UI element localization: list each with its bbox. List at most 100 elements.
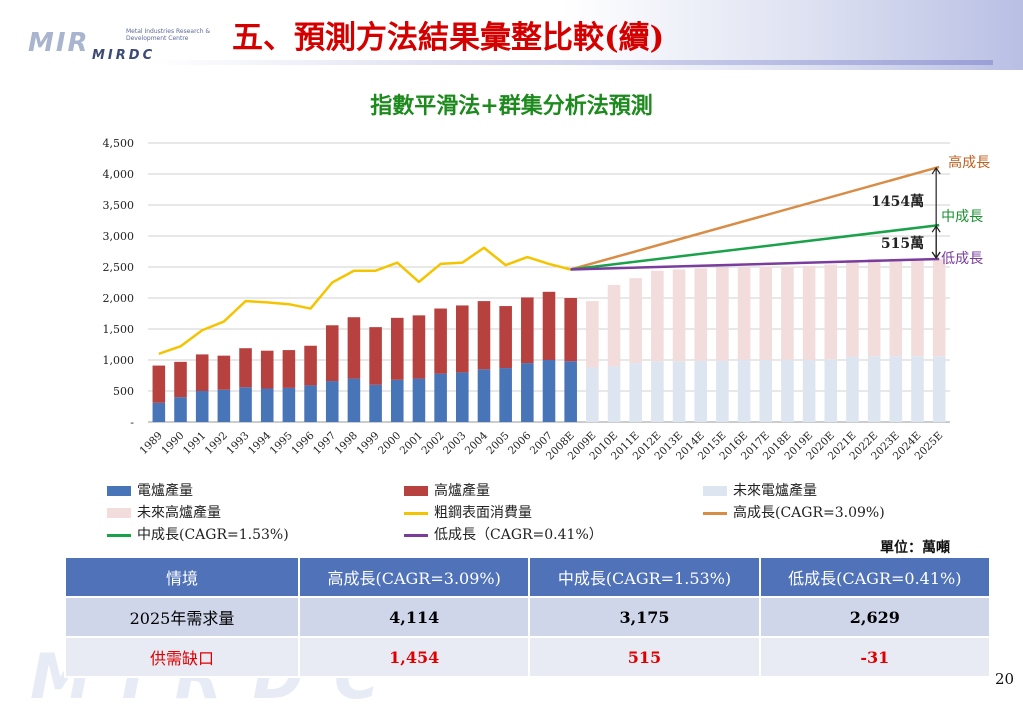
table-cell: 2025年需求量	[64, 596, 300, 638]
bar-未來高爐產量	[737, 267, 751, 360]
bar-未來電爐產量	[651, 361, 664, 422]
x-tick-label: 2000	[376, 430, 403, 457]
bar-未來高爐產量	[716, 267, 729, 361]
bar-電爐產量	[390, 379, 404, 422]
chart-title: 指數平滑法+群集分析法預測	[370, 93, 653, 119]
bar-未來電爐產量	[846, 356, 859, 422]
legend-swatch	[107, 508, 131, 518]
legend-item: 未來電爐產量	[703, 480, 817, 500]
x-tick-label: 1992	[203, 430, 230, 457]
table-row: 供需缺口 1,454 515 -31	[64, 636, 992, 678]
x-tick-label: 1993	[224, 430, 251, 457]
x-tick-label: 1996	[289, 429, 317, 457]
gap-arrowhead	[931, 166, 941, 175]
x-tick-label: 1991	[181, 430, 208, 457]
table-row: 2025年需求量 4,114 3,175 2,629	[64, 596, 992, 638]
legend-swatch	[107, 533, 131, 537]
table-cell: 供需缺口	[64, 636, 300, 678]
legend-item: 高爐產量	[404, 480, 490, 500]
legend-label: 未來高爐產量	[137, 505, 221, 521]
bar-未來電爐產量	[911, 356, 924, 422]
bar-未來高爐產量	[867, 258, 881, 357]
legend-label: 中成長(CAGR=1.53%)	[137, 527, 289, 543]
y-tick-label: 2,000	[103, 292, 135, 305]
table-cell: -31	[758, 636, 992, 678]
bar-電爐產量	[282, 387, 296, 422]
bar-電爐產量	[217, 389, 231, 422]
legend-item: 電爐產量	[107, 480, 193, 500]
legend-label: 高成長(CAGR=3.09%)	[733, 505, 885, 521]
bar-電爐產量	[195, 391, 209, 422]
bar-未來電爐產量	[824, 359, 838, 422]
bar-高爐產量	[412, 315, 426, 379]
bar-未來電爐產量	[781, 360, 794, 422]
bar-未來電爐產量	[672, 361, 686, 422]
bar-電爐產量	[434, 373, 447, 422]
legend-swatch	[107, 486, 131, 496]
gap-label-high: 1454萬	[871, 193, 924, 210]
legend-swatch	[404, 486, 428, 496]
bar-未來電爐產量	[607, 366, 621, 422]
y-tick-label: 1,500	[103, 323, 135, 336]
bar-未來高爐產量	[911, 258, 924, 357]
bar-高爐產量	[521, 297, 534, 364]
bar-未來電爐產量	[889, 356, 903, 422]
bar-高爐產量	[152, 365, 166, 403]
gap-arrowhead	[931, 225, 941, 233]
bar-高爐產量	[434, 308, 447, 374]
x-tick-label: 1990	[159, 430, 186, 457]
mirdc-logo: MIR Metal Industries Research & Developm…	[14, 20, 224, 65]
bar-電爐產量	[412, 378, 426, 422]
table-cell: 3,175	[528, 596, 761, 638]
bar-電爐產量	[174, 397, 187, 422]
bar-電爐產量	[239, 387, 252, 422]
comparison-table: 情境 高成長(CAGR=3.09%) 中成長(CAGR=1.53%) 低成長(C…	[64, 556, 992, 678]
legend-label: 粗鋼表面消費量	[434, 505, 532, 521]
bar-電爐產量	[325, 381, 339, 422]
bar-電爐產量	[477, 369, 491, 422]
page-number: 20	[995, 670, 1015, 688]
table-header-cell: 情境	[64, 556, 300, 598]
bar-未來電爐產量	[759, 360, 773, 422]
bar-高爐產量	[369, 327, 382, 385]
x-tick-label: 2004	[463, 429, 491, 457]
bar-未來高爐產量	[802, 265, 816, 360]
x-tick-label: 2003	[441, 430, 468, 457]
legend-item: 粗鋼表面消費量	[404, 502, 532, 522]
slide-title: 五、預測方法結果彙整比較(續)	[232, 20, 665, 56]
bar-高爐產量	[174, 361, 187, 398]
series-line-高成長(CAGR=3.09%)	[570, 165, 940, 271]
x-tick-label: 1997	[311, 430, 338, 457]
legend-item: 高成長(CAGR=3.09%)	[703, 502, 885, 522]
bar-未來高爐產量	[781, 266, 794, 360]
unit-label: 單位：萬噸	[880, 540, 950, 556]
series-line-低成長（CAGR=0.41%）	[570, 257, 940, 271]
header-underline	[150, 60, 993, 65]
bar-未來高爐產量	[889, 258, 903, 357]
bar-未來高爐產量	[694, 268, 708, 361]
bar-未來電爐產量	[802, 360, 816, 422]
legend-label: 電爐產量	[137, 483, 193, 499]
bar-未來電爐產量	[629, 363, 642, 422]
legend-label: 高爐產量	[434, 483, 490, 499]
legend-item: 未來高爐產量	[107, 502, 221, 522]
bar-高爐產量	[542, 291, 556, 360]
label-mid-growth: 中成長	[941, 209, 983, 225]
x-tick-label: 2001	[398, 430, 425, 457]
bar-未來電爐產量	[737, 360, 751, 422]
bar-未來電爐產量	[694, 360, 708, 422]
label-high-growth: 高成長	[948, 154, 990, 171]
series-line-中成長(CAGR=1.53%)	[570, 223, 940, 271]
table-cell: 2,629	[758, 596, 992, 638]
table-cell: 4,114	[297, 596, 531, 638]
bar-高爐產量	[325, 325, 339, 382]
bar-未來電爐產量	[586, 367, 599, 422]
table-cell: 515	[528, 636, 761, 678]
bar-電爐產量	[369, 384, 382, 422]
x-tick-label: 1995	[268, 430, 295, 457]
x-tick-label: 1999	[354, 430, 381, 457]
bar-電爐產量	[564, 361, 577, 422]
bar-未來高爐產量	[586, 301, 599, 368]
bar-未來高爐產量	[932, 258, 946, 357]
